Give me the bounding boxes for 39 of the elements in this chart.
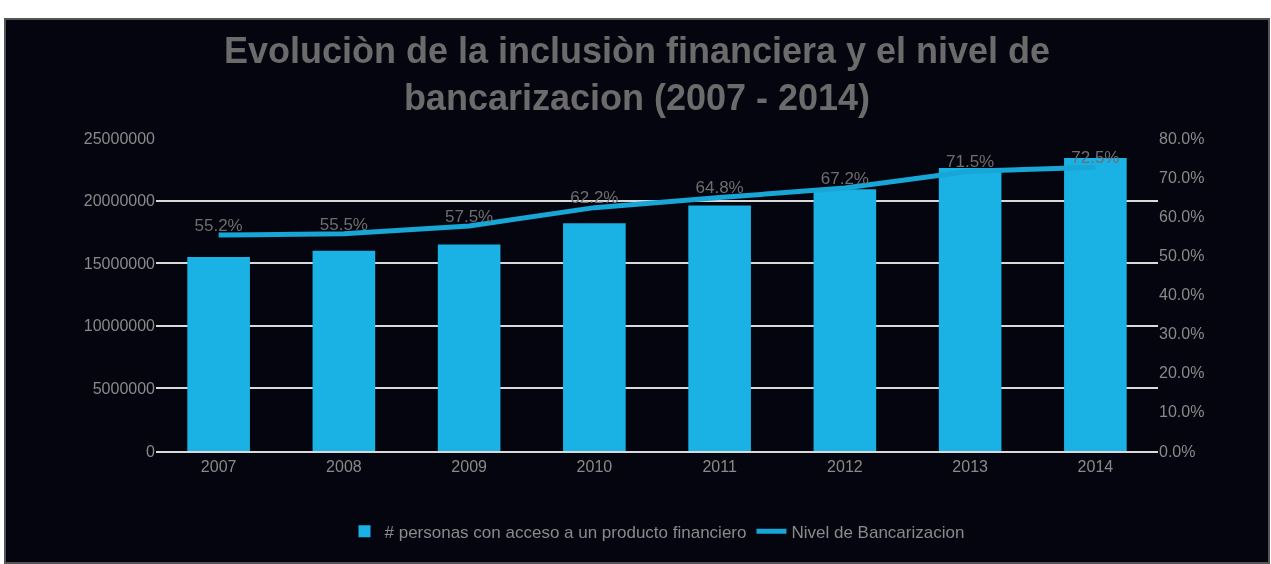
y2-tick-label: 30.0% xyxy=(1159,325,1205,343)
bar xyxy=(813,189,877,451)
y2-tick-label: 10.0% xyxy=(1159,403,1205,421)
bar xyxy=(312,250,376,451)
chart-title: Evoluciòn de la inclusiòn financiera y el nivel de bancarizacion (2007 - 2014) xyxy=(223,30,1051,119)
data-label: 71.5% xyxy=(946,152,995,172)
bar xyxy=(563,223,626,451)
y2-tick-label: 50.0% xyxy=(1159,246,1205,264)
y-tick-label: 25000000 xyxy=(83,129,156,147)
y-tick-label: 0 xyxy=(146,442,156,460)
y-tick-label: 10000000 xyxy=(83,317,156,335)
data-label: 55.5% xyxy=(319,214,368,234)
data-label: 67.2% xyxy=(820,168,869,188)
bar xyxy=(437,244,501,451)
y-tick-label: 15000000 xyxy=(83,254,156,272)
y2-tick-label: 20.0% xyxy=(1159,364,1205,382)
legend-label: Nivel de Bancarizacion xyxy=(791,522,965,542)
y2-tick-label: 80.0% xyxy=(1159,129,1205,147)
x-tick-label: 2007 xyxy=(200,458,237,476)
x-tick-label: 2014 xyxy=(1077,458,1114,476)
data-label: 57.5% xyxy=(445,206,494,226)
data-label: 55.2% xyxy=(194,215,243,235)
y-tick-label: 20000000 xyxy=(83,192,156,210)
y2-tick-label: 70.0% xyxy=(1159,168,1205,186)
x-tick-label: 2008 xyxy=(326,458,362,476)
x-tick-label: 2011 xyxy=(702,458,737,476)
x-tick-label: 2009 xyxy=(451,458,488,476)
x-tick-label: 2010 xyxy=(576,458,613,476)
x-tick-label: 2013 xyxy=(952,458,989,476)
bar xyxy=(688,205,751,451)
y2-tick-label: 0.0% xyxy=(1159,442,1196,460)
data-label: 64.8% xyxy=(695,178,744,198)
x-tick-label: 2012 xyxy=(827,458,863,476)
y2-tick-label: 40.0% xyxy=(1159,286,1205,304)
bar xyxy=(938,168,1002,451)
legend-label: # personas con acceso a un producto financiero xyxy=(384,522,747,542)
y-tick-label: 5000000 xyxy=(92,380,156,397)
bar xyxy=(187,256,250,451)
y2-tick-label: 60.0% xyxy=(1159,207,1205,225)
